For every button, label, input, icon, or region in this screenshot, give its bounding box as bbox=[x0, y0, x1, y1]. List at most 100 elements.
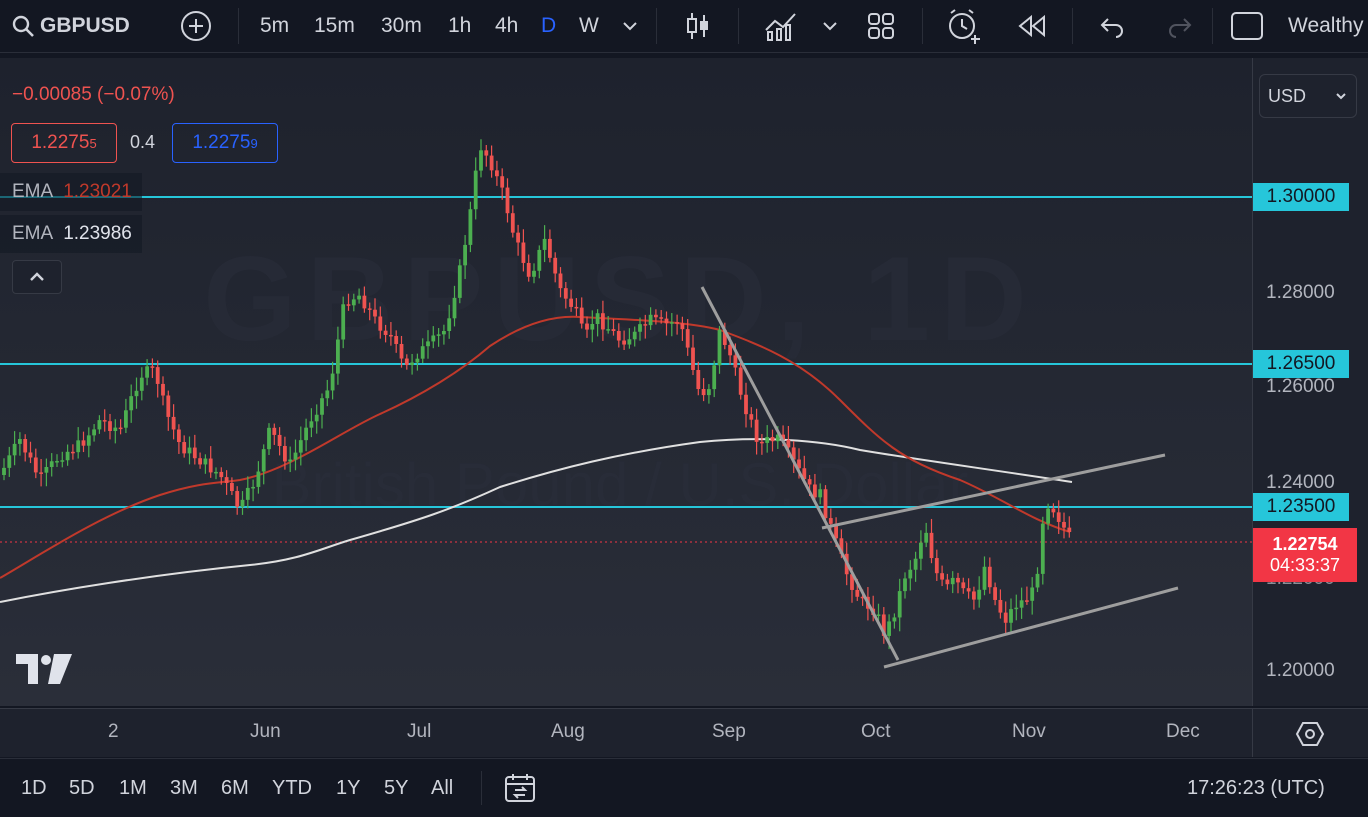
candle-body bbox=[1030, 587, 1035, 601]
legend-collapse-button[interactable] bbox=[12, 260, 62, 294]
candle-body bbox=[442, 330, 446, 335]
redo-icon bbox=[1169, 18, 1192, 38]
candle-body bbox=[606, 329, 611, 331]
indicators-icon bbox=[765, 13, 796, 41]
candle-body bbox=[669, 322, 674, 324]
replay-button[interactable] bbox=[1016, 0, 1048, 52]
candle-body bbox=[341, 304, 346, 340]
candle-body bbox=[320, 398, 324, 415]
fullscreen-button[interactable] bbox=[1230, 0, 1264, 52]
candle-body bbox=[744, 394, 748, 415]
ema-label: EMA bbox=[12, 181, 54, 202]
hline-price-tag: 1.30000 bbox=[1253, 183, 1349, 211]
candle-body bbox=[802, 468, 807, 480]
ema-legend-1[interactable]: EMA 1.23021 bbox=[0, 173, 142, 211]
time-axis[interactable]: 2 Jun Jul Aug Sep Oct Nov Dec bbox=[0, 708, 1252, 757]
range-1d[interactable]: 1D bbox=[21, 776, 47, 799]
sell-button[interactable]: 1.2275 5 bbox=[11, 123, 117, 163]
search-icon bbox=[12, 15, 34, 37]
bar-countdown: 04:33:37 bbox=[1269, 555, 1341, 575]
range-6m[interactable]: 6M bbox=[221, 776, 249, 799]
timeframe-1h[interactable]: 1h bbox=[448, 14, 472, 37]
range-all[interactable]: All bbox=[431, 776, 454, 799]
current-price-tag: 1.22754 04:33:37 bbox=[1253, 528, 1357, 582]
candle-body bbox=[982, 566, 987, 590]
channel-upper-line[interactable] bbox=[821, 453, 1166, 530]
price-axis[interactable] bbox=[1252, 58, 1368, 706]
candle-body bbox=[903, 578, 907, 592]
candle-body bbox=[383, 330, 388, 335]
range-ytd[interactable]: YTD bbox=[272, 776, 312, 799]
candle-body bbox=[362, 295, 367, 309]
candle-body bbox=[33, 457, 38, 473]
candle-body bbox=[325, 390, 330, 399]
chart-pane[interactable]: GBPUSD, 1D British Pound / U.S. Dollar bbox=[0, 58, 1252, 706]
indicators-button[interactable] bbox=[763, 0, 799, 52]
calendar-icon bbox=[505, 774, 535, 802]
candle-body bbox=[97, 420, 102, 430]
range-5y[interactable]: 5Y bbox=[384, 776, 409, 799]
candle-body bbox=[1035, 573, 1040, 588]
candle-body bbox=[113, 427, 118, 432]
alert-button[interactable] bbox=[945, 0, 983, 52]
candle-body bbox=[267, 427, 271, 450]
timezone-clock[interactable]: 17:26:23 (UTC) bbox=[1187, 776, 1325, 799]
timeframe-30m[interactable]: 30m bbox=[381, 14, 422, 37]
candle-body bbox=[892, 617, 897, 622]
timeframe-15m[interactable]: 15m bbox=[314, 14, 355, 37]
candle-body bbox=[129, 396, 134, 411]
timeframe-4h[interactable]: 4h bbox=[495, 14, 519, 37]
layout-name[interactable]: Wealthy bbox=[1288, 14, 1364, 37]
timeframe-5m[interactable]: 5m bbox=[260, 14, 290, 37]
candle-body bbox=[601, 313, 605, 330]
indicators-dropdown[interactable] bbox=[821, 0, 839, 52]
range-1m[interactable]: 1M bbox=[119, 776, 147, 799]
timeframe-d[interactable]: D bbox=[541, 14, 557, 37]
candle-body bbox=[304, 427, 308, 441]
candle-body bbox=[336, 339, 340, 374]
candle-body bbox=[124, 410, 128, 428]
candle-body bbox=[479, 150, 483, 171]
candle-body bbox=[855, 589, 860, 597]
time-tick: Sep bbox=[712, 721, 746, 742]
range-1y[interactable]: 1Y bbox=[336, 776, 361, 799]
candle-body bbox=[2, 467, 6, 475]
candle-body bbox=[919, 542, 923, 559]
undo-button[interactable] bbox=[1098, 0, 1126, 52]
symbol-name: GBPUSD bbox=[40, 14, 130, 37]
descending-trendline[interactable] bbox=[700, 286, 900, 661]
chevron-down-icon bbox=[823, 22, 837, 31]
candle-body bbox=[1040, 523, 1045, 574]
candle-body bbox=[86, 435, 91, 446]
go-to-date-button[interactable] bbox=[503, 759, 537, 817]
time-tick: Dec bbox=[1166, 721, 1200, 742]
channel-lower-line[interactable] bbox=[883, 586, 1179, 669]
candle-body bbox=[76, 440, 81, 453]
timeframe-w[interactable]: W bbox=[579, 14, 599, 37]
candle-body bbox=[277, 434, 282, 447]
currency-select[interactable]: USD bbox=[1259, 74, 1357, 118]
symbol-search[interactable]: GBPUSD bbox=[10, 0, 130, 52]
redo-button[interactable] bbox=[1166, 0, 1194, 52]
ema-legend-2[interactable]: EMA 1.23986 bbox=[0, 215, 142, 253]
tradingview-logo[interactable] bbox=[16, 652, 74, 686]
watermark-symbol: GBPUSD, 1D bbox=[203, 232, 1036, 366]
candle-body bbox=[643, 324, 648, 326]
timeframe-dropdown[interactable] bbox=[621, 0, 639, 52]
price-tick: 1.20000 bbox=[1266, 660, 1335, 681]
buy-button[interactable]: 1.2275 9 bbox=[172, 123, 278, 163]
current-price: 1.22754 bbox=[1272, 534, 1338, 554]
range-3m[interactable]: 3M bbox=[170, 776, 198, 799]
candle-body bbox=[717, 329, 722, 366]
compare-button[interactable] bbox=[180, 0, 212, 52]
candle-body bbox=[182, 442, 187, 454]
candle-body bbox=[881, 614, 886, 636]
layout-button[interactable] bbox=[866, 0, 896, 52]
ema-label: EMA bbox=[12, 223, 54, 244]
chart-settings-button[interactable] bbox=[1252, 708, 1368, 757]
candle-body bbox=[240, 499, 245, 507]
candle-body bbox=[404, 358, 409, 366]
chart-type-button[interactable] bbox=[683, 0, 713, 52]
range-5d[interactable]: 5D bbox=[69, 776, 95, 799]
candle-body bbox=[18, 438, 22, 444]
